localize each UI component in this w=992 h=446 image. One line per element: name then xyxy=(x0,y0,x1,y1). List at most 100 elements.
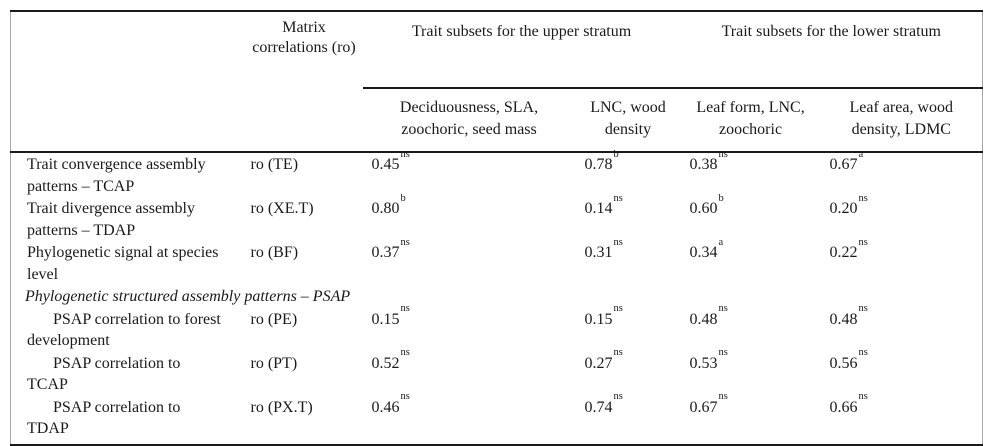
value-cell: 0.20ns xyxy=(821,193,983,241)
significance-superscript: ns xyxy=(858,192,868,204)
section-header-row: Phylogenetic structured assembly pattern… xyxy=(11,285,983,308)
row-label-line1: PSAP correlation to forest xyxy=(53,310,221,328)
subcol-3-line2: zoochoric xyxy=(718,120,783,138)
subcol-1-line1: Deciduousness, SLA, xyxy=(399,99,539,116)
row-label-line1: PSAP correlation to xyxy=(53,398,181,416)
value-cell: 0.34a xyxy=(681,237,821,285)
value: 0.45 xyxy=(371,156,400,173)
value: 0.74 xyxy=(584,398,613,416)
significance-superscript: ns xyxy=(858,347,868,359)
value-cell: 0.67a xyxy=(821,148,983,197)
significance-superscript: b xyxy=(400,192,406,204)
value-cell: 0.48ns xyxy=(821,303,983,352)
subcol-4-line1: Leaf area, wood xyxy=(849,99,954,116)
significance-superscript: b xyxy=(613,148,619,160)
significance-superscript: ns xyxy=(613,303,623,315)
value: 0.52 xyxy=(371,354,400,372)
header-subcol-1: Deciduousness, SLA, zoochoric, seed mass xyxy=(362,88,576,153)
ro-cell: ro (PE) xyxy=(250,310,298,328)
value: 0.48 xyxy=(689,310,718,328)
significance-superscript: ns xyxy=(718,303,728,315)
value-cell: 0.52ns xyxy=(363,347,576,396)
value: 0.22 xyxy=(829,244,858,261)
significance-superscript: a xyxy=(858,148,864,160)
row-label: Trait divergence assembly patterns – TDA… xyxy=(11,197,246,241)
table-body: Trait convergence assembly patterns – TC… xyxy=(11,148,983,445)
row-label-line2: TDAP xyxy=(27,420,69,437)
value-cell: 0.60b xyxy=(681,193,821,241)
row-label: PSAP correlation to TDAP xyxy=(11,396,246,445)
table-row-tdap: Trait divergence assembly patterns – TDA… xyxy=(11,193,983,241)
header-subcol-2: LNC, wood density xyxy=(575,88,681,153)
significance-superscript: ns xyxy=(613,391,623,403)
value: 0.15 xyxy=(371,310,400,328)
value: 0.20 xyxy=(829,200,858,217)
value: 0.53 xyxy=(689,354,718,372)
value-cell: 0.37ns xyxy=(363,237,576,285)
significance-superscript: b xyxy=(718,192,724,204)
value-cell: 0.53ns xyxy=(681,347,821,396)
significance-superscript: ns xyxy=(613,192,623,204)
header-group-lower-stratum: Trait subsets for the lower stratum xyxy=(680,11,983,89)
subcol-3-line1: Leaf form, LNC, xyxy=(696,99,805,116)
header-group-row: Matrix correlations (ro) Trait subsets f… xyxy=(10,11,983,153)
value: 0.34 xyxy=(689,244,718,261)
significance-superscript: ns xyxy=(400,347,410,359)
significance-superscript: ns xyxy=(718,148,728,160)
subcol-1-line2: zoochoric, seed mass xyxy=(401,120,537,138)
table-row-tcap: Trait convergence assembly patterns – TC… xyxy=(11,148,983,197)
row-label-line1: Trait convergence assembly xyxy=(27,156,206,173)
row-label: PSAP correlation to TCAP xyxy=(11,352,246,396)
subcol-2-line2: density xyxy=(604,120,652,138)
ro-cell: ro (PX.T) xyxy=(250,398,313,416)
significance-superscript: ns xyxy=(858,391,868,403)
row-label-line2: level xyxy=(27,265,59,283)
value-cell: 0.27ns xyxy=(576,347,681,396)
row-label: PSAP correlation to forest development xyxy=(11,308,246,352)
subcol-4-line2: density, LDMC xyxy=(851,120,951,138)
ro-cell: ro (BF) xyxy=(250,244,299,261)
table-row-psap-tcap: PSAP correlation to TCAP ro (PT) 0.52ns … xyxy=(11,347,983,396)
header-group-upper-stratum: Trait subsets for the upper stratum xyxy=(362,11,681,89)
value: 0.14 xyxy=(584,200,613,217)
value: 0.60 xyxy=(689,200,718,217)
ro-cell: ro (PT) xyxy=(250,354,298,372)
value: 0.78 xyxy=(584,156,613,173)
value-cell: 0.45ns xyxy=(363,148,576,197)
value-cell: 0.15ns xyxy=(576,303,681,352)
table-row-psap-tdap: PSAP correlation to TDAP ro (PX.T) 0.46n… xyxy=(11,391,983,445)
value-cell: 0.66ns xyxy=(821,391,983,445)
header-subcol-4: Leaf area, wood density, LDMC xyxy=(820,88,983,153)
table-row-psap-forest: PSAP correlation to forest development r… xyxy=(11,303,983,352)
value: 0.46 xyxy=(371,398,400,416)
section-header-psap: Phylogenetic structured assembly pattern… xyxy=(25,288,351,305)
significance-superscript: a xyxy=(718,236,724,248)
header-matrix-correlations: Matrix correlations (ro) xyxy=(245,11,363,153)
ro-cell: ro (XE.T) xyxy=(250,200,314,217)
significance-superscript: ns xyxy=(613,236,623,248)
value: 0.56 xyxy=(829,354,858,372)
header-empty-cell xyxy=(10,11,246,153)
significance-superscript: ns xyxy=(400,148,410,160)
subcol-2-line1: LNC, wood xyxy=(590,99,666,116)
value-cell: 0.80b xyxy=(363,193,576,241)
significance-superscript: ns xyxy=(613,347,623,359)
value: 0.67 xyxy=(689,398,718,416)
value: 0.15 xyxy=(584,310,613,328)
significance-superscript: ns xyxy=(858,303,868,315)
correlation-results-table: Matrix correlations (ro) Trait subsets f… xyxy=(10,10,984,446)
header-subcol-3: Leaf form, LNC, zoochoric xyxy=(680,88,821,153)
row-label-line2: patterns – TCAP xyxy=(27,177,135,195)
row-label-line2: development xyxy=(27,332,110,349)
value: 0.80 xyxy=(371,200,400,217)
row-label-line2: patterns – TDAP xyxy=(27,221,136,239)
row-label-line1: Trait divergence assembly xyxy=(27,200,195,217)
row-label-line1: Phylogenetic signal at species xyxy=(27,244,219,261)
significance-superscript: ns xyxy=(718,347,728,359)
value: 0.48 xyxy=(829,310,858,328)
value: 0.31 xyxy=(584,244,613,261)
value-cell: 0.46ns xyxy=(363,391,576,445)
value-cell: 0.22ns xyxy=(821,237,983,285)
value-cell: 0.31ns xyxy=(576,237,681,285)
significance-superscript: ns xyxy=(858,236,868,248)
